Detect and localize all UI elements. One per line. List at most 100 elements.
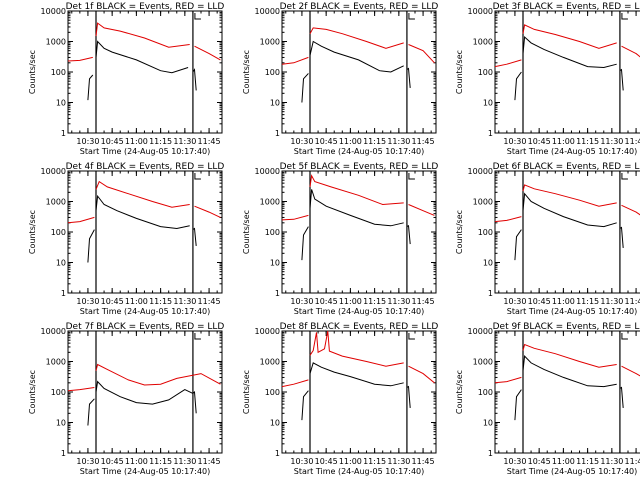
x-tick-label: 11:15: [149, 137, 172, 146]
x-tick-label: 11:00: [125, 457, 148, 466]
y-tick-label: 1000: [473, 358, 493, 367]
y-tick-label: 1: [488, 289, 493, 298]
detector-panel-8: Det 8f BLACK = Events, RED = LLD11010010…: [242, 322, 438, 476]
y-tick-label: 10000: [468, 327, 493, 336]
x-tick-label: 11:30: [173, 137, 196, 146]
x-tick-label: 10:30: [503, 297, 526, 306]
data-segment-line: [195, 206, 221, 217]
data-segment-line: [515, 390, 522, 421]
x-tick-label: 10:45: [528, 137, 551, 146]
x-tick-label: 11:15: [363, 137, 386, 146]
data-segment-line: [195, 46, 221, 60]
lld-series-line: [310, 331, 404, 366]
y-tick-label: 1000: [46, 38, 66, 47]
events-series-line: [523, 356, 617, 387]
data-segment-line: [515, 230, 522, 261]
y-axis-label: Counts/sec: [242, 370, 251, 414]
data-segment-line: [88, 399, 95, 426]
x-tick-label: 11:30: [600, 297, 623, 306]
plot-frame: [68, 171, 222, 293]
lld-series-line: [96, 365, 220, 386]
y-tick-label: 1: [61, 129, 66, 138]
data-segment-line: [68, 388, 94, 391]
data-segment-line: [409, 205, 435, 216]
x-tick-label: 11:30: [600, 457, 623, 466]
y-tick-label: 10: [483, 259, 493, 268]
y-tick-label: 1000: [46, 198, 66, 207]
x-tick-label: 11:30: [173, 297, 196, 306]
y-tick-label: 1000: [46, 358, 66, 367]
y-tick-label: 1: [488, 449, 493, 458]
data-segment-line: [409, 366, 435, 383]
x-tick-label: 10:30: [503, 457, 526, 466]
x-axis-label: Start Time (24-Aug-05 10:17:40): [294, 467, 425, 476]
data-segment-line: [68, 57, 93, 61]
y-tick-label: 100: [478, 68, 493, 77]
events-series-line: [310, 363, 404, 386]
data-segment-line: [302, 391, 309, 420]
x-tick-label: 10:45: [101, 297, 124, 306]
x-axis-label: Start Time (24-Aug-05 10:17:40): [80, 467, 211, 476]
y-tick-label: 100: [265, 68, 280, 77]
y-tick-label: 10: [56, 419, 66, 428]
y-tick-label: 1: [488, 129, 493, 138]
y-tick-label: 1000: [473, 198, 493, 207]
x-tick-label: 10:45: [101, 457, 124, 466]
detector-panel-4: Det 4f BLACK = Events, RED = LLD11010010…: [28, 162, 224, 316]
x-tick-label: 10:30: [76, 457, 99, 466]
y-axis-label: Counts/sec: [28, 210, 37, 254]
interval-bracket: [195, 13, 201, 19]
detector-panel-3: Det 3f BLACK = Events, RED = LLD11010010…: [455, 2, 640, 156]
y-tick-label: 10: [56, 99, 66, 108]
data-segment-line: [495, 60, 521, 67]
detector-panel-6: Det 6f BLACK = Events, RED = LLD11010010…: [455, 162, 640, 316]
x-tick-label: 11:30: [387, 297, 410, 306]
x-tick-label: 11:00: [339, 457, 362, 466]
y-tick-label: 100: [478, 388, 493, 397]
x-tick-label: 10:45: [528, 297, 551, 306]
x-axis-label: Start Time (24-Aug-05 10:17:40): [294, 307, 425, 316]
y-axis-label: Counts/sec: [28, 370, 37, 414]
y-tick-label: 1: [275, 129, 280, 138]
events-series-line: [523, 194, 617, 227]
y-axis-label: Counts/sec: [455, 370, 464, 414]
y-tick-label: 10000: [468, 7, 493, 16]
x-tick-label: 10:30: [503, 137, 526, 146]
data-segment-line: [622, 205, 640, 220]
y-axis-label: Counts/sec: [455, 210, 464, 254]
y-tick-label: 10: [56, 259, 66, 268]
x-tick-label: 11:45: [412, 297, 435, 306]
y-tick-label: 1000: [260, 358, 280, 367]
x-axis-label: Start Time (24-Aug-05 10:17:40): [80, 307, 211, 316]
x-tick-label: 11:15: [576, 297, 599, 306]
x-tick-label: 10:30: [76, 297, 99, 306]
x-axis-label: Start Time (24-Aug-05 10:17:40): [507, 147, 638, 156]
x-tick-label: 11:00: [552, 457, 575, 466]
y-tick-label: 10000: [41, 7, 66, 16]
x-tick-label: 11:00: [339, 297, 362, 306]
detector-panel-5: Det 5f BLACK = Events, RED = LLD11010010…: [242, 162, 438, 316]
data-segment-line: [68, 217, 94, 222]
x-tick-label: 11:00: [552, 297, 575, 306]
x-tick-label: 11:30: [173, 457, 196, 466]
x-axis-label: Start Time (24-Aug-05 10:17:40): [80, 147, 211, 156]
plot-frame: [495, 11, 640, 133]
interval-bracket: [622, 13, 628, 19]
x-axis-label: Start Time (24-Aug-05 10:17:40): [507, 467, 638, 476]
y-tick-label: 100: [478, 228, 493, 237]
events-series-line: [96, 196, 190, 228]
events-series-line: [523, 37, 617, 68]
data-segment-line: [88, 75, 93, 100]
data-segment-line: [495, 217, 521, 222]
y-tick-label: 10000: [255, 327, 280, 336]
interval-bracket: [622, 333, 628, 339]
y-tick-label: 100: [265, 388, 280, 397]
y-axis-label: Counts/sec: [455, 50, 464, 94]
interval-bracket: [409, 13, 415, 19]
data-segment-line: [282, 380, 308, 387]
plot-frame: [282, 331, 436, 453]
x-tick-label: 11:30: [600, 137, 623, 146]
data-segment-line: [302, 227, 309, 261]
x-tick-label: 11:30: [387, 137, 410, 146]
